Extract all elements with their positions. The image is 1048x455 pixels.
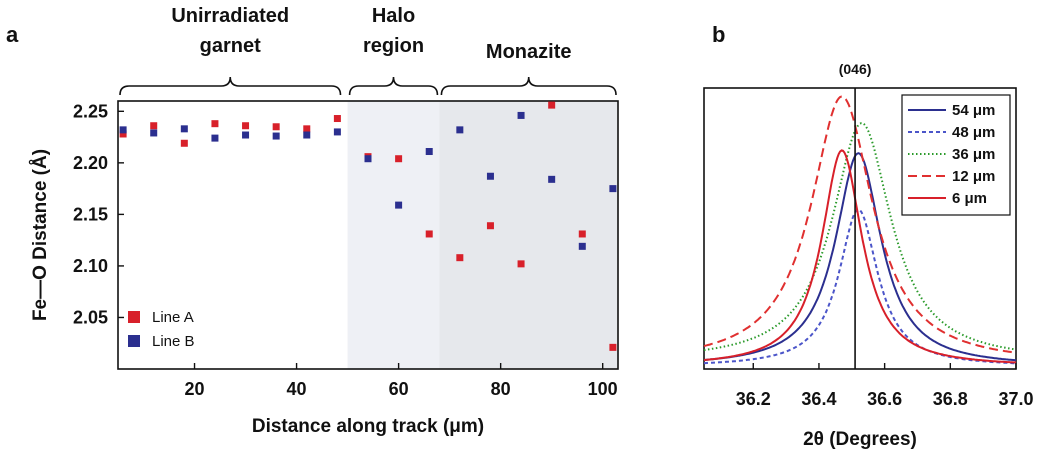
panel-b-x-axis-title: 2θ (Degrees) <box>803 429 917 450</box>
x-tick-label: 36.6 <box>867 389 902 409</box>
y-tick-label: 2.20 <box>73 153 108 173</box>
panel-a-legend: Line A Line B <box>128 309 195 350</box>
legend-label-line-b: Line B <box>152 333 195 350</box>
point-line-a <box>486 222 494 230</box>
region-brace-0 <box>119 76 342 96</box>
panel-a-data-points <box>119 101 617 351</box>
y-tick-label: 2.05 <box>73 307 108 327</box>
panel-a-y-axis-title: Fe—O Distance (Å) <box>30 149 51 321</box>
region-label-1-0: Halo <box>372 5 415 27</box>
point-line-b <box>242 131 250 139</box>
point-line-a <box>548 101 556 109</box>
region-label-2-0: Monazite <box>486 41 572 63</box>
point-line-a <box>242 122 250 130</box>
legend-label-6um: 6 μm <box>952 190 987 207</box>
curve-48um <box>704 208 1017 365</box>
x-tick-label: 20 <box>185 379 205 399</box>
point-line-b <box>272 132 280 140</box>
region-label-0-0: Unirradiated <box>171 5 289 27</box>
legend-swatch-line-b <box>128 335 140 347</box>
point-line-b <box>211 134 219 142</box>
legend-label-48um: 48 μm <box>952 124 995 141</box>
region-brace-2 <box>440 76 617 96</box>
x-tick-label: 80 <box>491 379 511 399</box>
region-shade-0 <box>118 101 343 369</box>
y-tick-label: 2.25 <box>73 101 108 121</box>
region-braces <box>119 76 617 96</box>
region-labels: Unirradiated garnet Halo region Monazite <box>171 5 571 63</box>
region-label-0-1: garnet <box>200 35 261 57</box>
curve-6um <box>703 149 1017 364</box>
panel-a-x-axis: 20 40 60 80 100 <box>185 363 618 399</box>
point-line-b <box>333 128 341 136</box>
point-line-a <box>303 125 311 133</box>
point-line-a <box>211 120 219 128</box>
point-line-b <box>119 126 127 134</box>
point-line-b <box>395 201 403 209</box>
panel-b-curves <box>703 95 1017 365</box>
point-line-a <box>180 139 188 147</box>
region-label-1-1: region <box>363 35 424 57</box>
curve-12um <box>703 95 1017 354</box>
panel-b-plot-frame <box>703 87 1017 370</box>
point-line-a <box>150 122 158 130</box>
point-line-a <box>609 343 617 351</box>
x-tick-label: 36.2 <box>736 389 771 409</box>
point-line-b <box>548 175 556 183</box>
point-line-b <box>150 129 158 137</box>
region-brace-1 <box>348 76 439 96</box>
panel-a-letter: a <box>6 22 19 47</box>
x-tick-label: 60 <box>389 379 409 399</box>
point-line-a <box>517 260 525 268</box>
reference-label: (046) <box>839 61 872 77</box>
x-tick-label: 100 <box>588 379 618 399</box>
y-tick-label: 2.15 <box>73 204 108 224</box>
panel-a-plot-frame <box>117 100 619 370</box>
point-line-a <box>395 155 403 163</box>
y-tick-label: 2.10 <box>73 256 108 276</box>
panel-b-x-axis: 36.2 36.4 36.6 36.8 37.0 <box>736 363 1034 409</box>
point-line-a <box>119 130 127 138</box>
point-line-b <box>425 148 433 156</box>
panel-b-reference-line: (046) <box>839 61 872 369</box>
point-line-a <box>578 230 586 238</box>
region-shade-2 <box>439 101 618 369</box>
legend-label-line-a: Line A <box>152 309 194 326</box>
point-line-b <box>609 185 617 193</box>
x-tick-label: 37.0 <box>998 389 1033 409</box>
legend-label-54um: 54 μm <box>952 102 995 119</box>
region-shade-1 <box>347 101 440 369</box>
point-line-b <box>303 131 311 139</box>
point-line-a <box>333 115 341 123</box>
curve-54um <box>703 152 1017 362</box>
x-tick-label: 36.4 <box>801 389 836 409</box>
point-line-a <box>272 123 280 131</box>
point-line-b <box>578 242 586 250</box>
panel-a-y-axis: 2.05 2.10 2.15 2.20 2.25 <box>73 101 124 327</box>
point-line-a <box>456 254 464 262</box>
legend-label-12um: 12 μm <box>952 168 995 185</box>
region-shading <box>118 101 618 369</box>
panel-b-letter: b <box>712 22 725 47</box>
point-line-b <box>517 111 525 119</box>
x-tick-label: 36.8 <box>933 389 968 409</box>
point-line-b <box>456 126 464 134</box>
point-line-b <box>486 172 494 180</box>
x-tick-label: 40 <box>287 379 307 399</box>
panel-b-legend: 54 μm 48 μm 36 μm 12 μm 6 μm <box>901 94 1011 216</box>
point-line-b <box>364 155 372 163</box>
panel-a-x-axis-title: Distance along track (μm) <box>252 416 484 437</box>
legend-label-36um: 36 μm <box>952 146 995 163</box>
legend-swatch-line-a <box>128 311 140 323</box>
point-line-b <box>180 125 188 133</box>
point-line-a <box>425 230 433 238</box>
